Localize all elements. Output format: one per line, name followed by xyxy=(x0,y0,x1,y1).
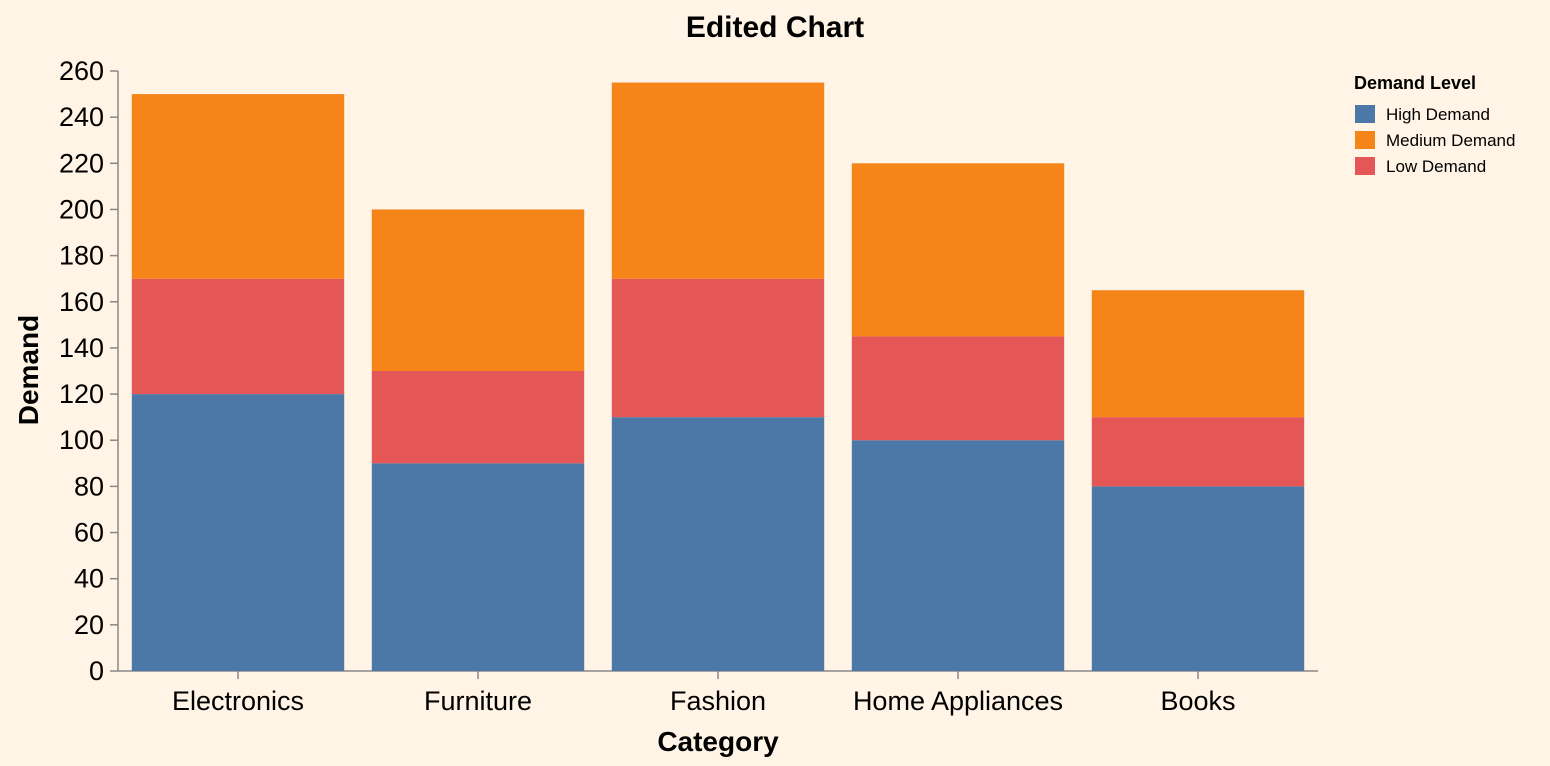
bar-low-demand xyxy=(851,336,1065,441)
y-tick-label: 80 xyxy=(74,471,104,501)
y-tick-label: 140 xyxy=(59,333,104,363)
bar-medium-demand xyxy=(851,163,1065,337)
x-axis-title: Category xyxy=(657,726,779,757)
y-tick-label: 160 xyxy=(59,287,104,317)
y-tick-label: 120 xyxy=(59,379,104,409)
y-tick-label: 0 xyxy=(89,656,104,686)
legend-title: Demand Level xyxy=(1354,73,1476,93)
bar-high-demand xyxy=(851,440,1065,671)
y-tick-label: 20 xyxy=(74,610,104,640)
bar-medium-demand xyxy=(1091,290,1305,418)
legend-label: Medium Demand xyxy=(1386,131,1515,150)
legend-item-medium-demand: Medium Demand xyxy=(1355,131,1515,150)
legend-items: High Demand Medium Demand Low Demand xyxy=(1355,105,1515,176)
y-tick-label: 200 xyxy=(59,194,104,224)
legend-label: High Demand xyxy=(1386,105,1490,124)
bar-high-demand xyxy=(1091,486,1305,671)
y-tick-label: 180 xyxy=(59,241,104,271)
x-tick-label: Home Appliances xyxy=(853,686,1063,716)
bar-low-demand xyxy=(1091,417,1305,487)
bar-medium-demand xyxy=(371,209,585,371)
legend-item-low-demand: Low Demand xyxy=(1355,157,1486,176)
bar-medium-demand xyxy=(611,82,825,279)
y-tick-label: 60 xyxy=(74,518,104,548)
legend-swatch xyxy=(1355,131,1375,149)
y-tick-label: 240 xyxy=(59,102,104,132)
x-axis: Electronics Furniture Fashion Home Applianc… xyxy=(118,670,1318,716)
x-tick-label: Furniture xyxy=(424,686,532,716)
legend-swatch xyxy=(1355,105,1375,123)
y-tick-label: 260 xyxy=(59,56,104,86)
legend-item-high-demand: High Demand xyxy=(1355,105,1490,124)
bar-low-demand xyxy=(611,278,825,418)
legend: Demand Level High Demand Medium Demand Low… xyxy=(1354,73,1515,176)
bar-low-demand xyxy=(131,278,345,395)
x-tick-label: Fashion xyxy=(670,686,766,716)
bar-high-demand xyxy=(131,394,345,671)
y-axis-title: Demand xyxy=(13,315,44,425)
bar-medium-demand xyxy=(131,94,345,279)
y-tick-label: 40 xyxy=(74,564,104,594)
y-tick-label: 100 xyxy=(59,425,104,455)
bar-high-demand xyxy=(611,417,825,671)
chart-title: Edited Chart xyxy=(686,11,864,44)
x-tick-label: Books xyxy=(1160,686,1235,716)
legend-label: Low Demand xyxy=(1386,157,1486,176)
legend-swatch xyxy=(1355,157,1375,175)
y-tick-label: 220 xyxy=(59,148,104,178)
bar-low-demand xyxy=(371,371,585,464)
y-axis: 0 20 40 60 80 100 120 140 160 180 200 220 240 260 xyxy=(59,56,119,686)
bars xyxy=(131,82,1305,671)
x-tick-label: Electronics xyxy=(172,686,304,716)
bar-high-demand xyxy=(371,463,585,671)
